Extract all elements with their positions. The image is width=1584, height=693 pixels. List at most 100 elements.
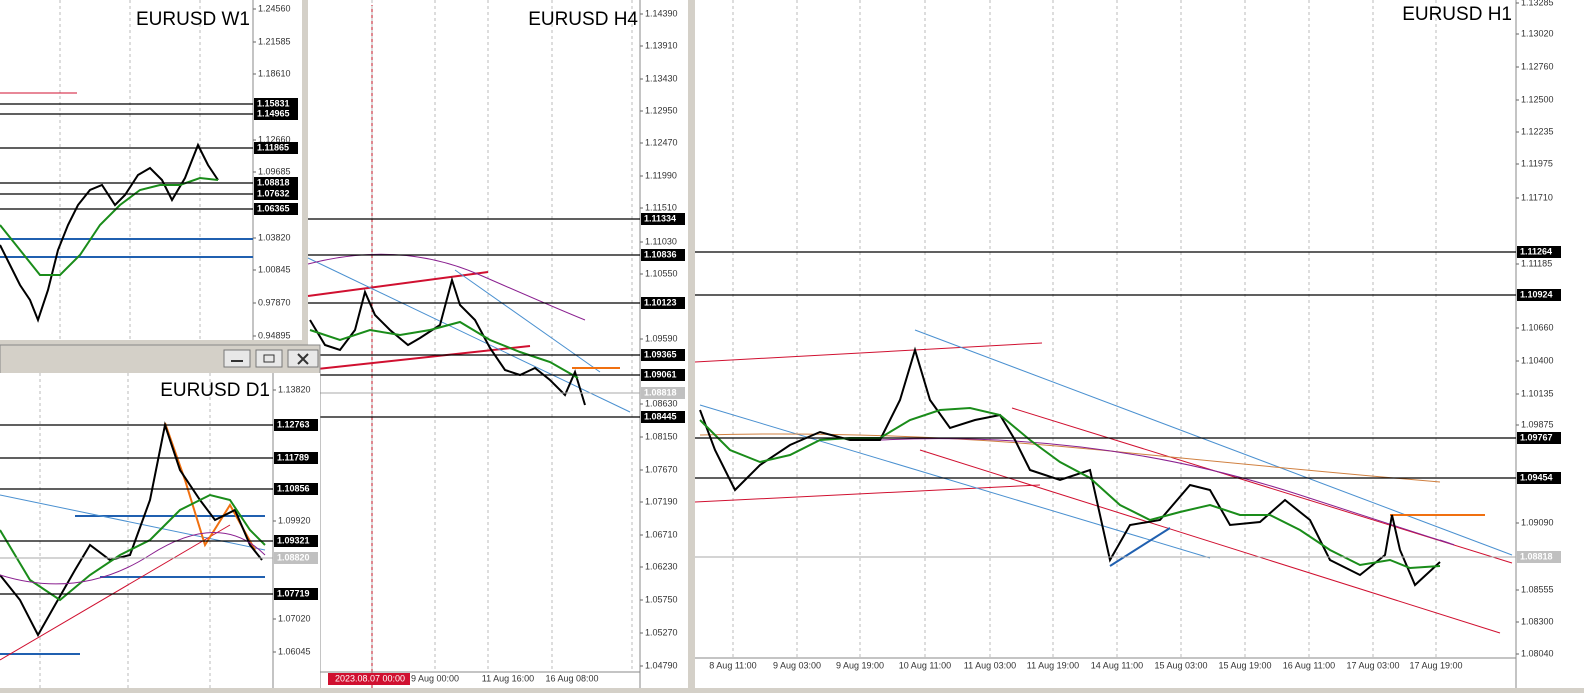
level-label: 1.09365 <box>644 349 677 359</box>
time-label: 15 Aug 19:00 <box>1218 660 1271 670</box>
h4-panel: EURUSD H4 1.14390 1.13910 1.13430 1.12950 1.… <box>307 0 688 688</box>
time-tag <box>328 673 410 685</box>
h1-trend <box>914 329 1513 556</box>
time-label: 16 Aug 11:00 <box>1283 660 1335 670</box>
level-tag <box>254 188 298 200</box>
h1-channel <box>694 342 1043 363</box>
price-axis-label: 1.09090 <box>1521 517 1554 527</box>
h1-channel <box>694 484 1041 503</box>
price-axis-label: 1.11975 <box>1521 158 1553 168</box>
h4-price-trace <box>309 276 586 406</box>
price-axis-label: 1.18610 <box>258 68 291 78</box>
price-axis-label: 1.13285 <box>1521 0 1554 7</box>
price-axis-label: 1.10400 <box>1521 355 1554 365</box>
price-axis-label: 1.12660 <box>258 134 291 144</box>
price-axis-label: 1.11185 <box>1521 258 1552 268</box>
level-tag <box>641 249 685 261</box>
minimize-button[interactable] <box>223 349 251 368</box>
level-tag <box>274 588 318 600</box>
price-axis-label: 1.11030 <box>645 236 677 246</box>
w1-panel: EURUSD W1 1.245601.215851.186101.126601.… <box>0 0 302 340</box>
w1-ma <box>0 176 219 276</box>
level-label: 1.10836 <box>644 249 677 259</box>
time-label: 9 Aug 19:00 <box>836 660 884 670</box>
price-axis-label: 1.09875 <box>1521 419 1554 429</box>
level-tag <box>1517 432 1561 444</box>
price-axis-label: 1.04790 <box>645 660 678 670</box>
price-axis-label: 1.13820 <box>278 384 311 394</box>
level-label: 1.09321 <box>277 535 310 545</box>
price-axis-label: 1.13430 <box>645 73 678 83</box>
price-axis-label: 0.97870 <box>258 297 291 307</box>
maximize-button[interactable] <box>255 349 283 368</box>
h1-panel: EURUSD H1 1.13285 1.13020 1.12760 1.12500 1.… <box>694 0 1584 688</box>
price-axis-label: 1.07190 <box>645 496 678 506</box>
price-axis-label: 1.13910 <box>645 40 678 50</box>
level-tag <box>1517 246 1561 258</box>
level-label: 1.08445 <box>644 411 677 421</box>
level-label: 1.09061 <box>644 369 677 379</box>
level-label: 1.08818 <box>644 387 677 397</box>
level-tag <box>254 203 298 215</box>
price-axis-label: 1.12950 <box>645 105 678 115</box>
time-label: 17 Aug 03:00 <box>1346 660 1399 670</box>
h1-trend <box>1109 527 1171 567</box>
price-axis-label: 1.03820 <box>258 232 291 242</box>
level-tag <box>641 297 685 309</box>
price-axis-label: 1.10660 <box>1521 322 1554 332</box>
price-axis-label: 1.12500 <box>1521 94 1554 104</box>
price-axis-label: 1.07020 <box>278 613 311 623</box>
level-label: 1.06365 <box>257 203 290 213</box>
d1-price-trace <box>0 421 263 638</box>
price-axis-label: 1.05270 <box>645 627 678 637</box>
price-axis-label: 1.21585 <box>258 36 291 46</box>
time-label: 9 Aug 03:00 <box>773 660 821 670</box>
level-label: 1.10123 <box>644 297 677 307</box>
price-axis-label: 1.07670 <box>645 464 678 474</box>
level-tag <box>1517 472 1561 484</box>
level-label: 1.09454 <box>1520 472 1553 482</box>
price-axis-label: 1.08555 <box>1521 584 1554 594</box>
time-label: 10 Aug 11:00 <box>899 660 951 670</box>
price-axis-label: 1.06230 <box>645 561 678 571</box>
price-axis-label: 1.10550 <box>645 268 678 278</box>
level-tag <box>641 411 685 423</box>
price-axis-label: 1.12470 <box>645 137 678 147</box>
price-axis-label: 1.08040 <box>1521 648 1554 658</box>
d1-ma <box>0 493 266 602</box>
price-axis-label: 1.05750 <box>645 594 678 604</box>
level-tag <box>274 419 318 431</box>
level-tag <box>641 213 685 225</box>
price-axis-label: 1.09920 <box>278 515 311 525</box>
time-label: 8 Aug 11:00 <box>709 660 756 670</box>
time-label: 16 Aug 08:00 <box>545 673 598 683</box>
level-label: 1.12763 <box>277 419 310 429</box>
level-tag <box>274 535 318 547</box>
level-label: 1.08818 <box>257 177 290 187</box>
level-label: 1.10924 <box>1520 289 1553 299</box>
time-label: 11 Aug 03:00 <box>964 660 1016 670</box>
level-tag <box>641 387 685 399</box>
price-axis-label: 1.08300 <box>1521 616 1554 626</box>
h1-ma <box>699 406 1441 570</box>
time-label: 9 Aug 00:00 <box>411 673 459 683</box>
level-tag <box>274 552 318 564</box>
price-axis-label: 1.06045 <box>278 646 311 656</box>
level-tag <box>254 142 298 154</box>
level-label: 1.07719 <box>277 588 310 598</box>
d1-title: EURUSD D1 <box>160 380 270 401</box>
level-label: 1.11334 <box>644 213 676 223</box>
price-axis-label: 1.09590 <box>645 333 678 343</box>
h1-title: EURUSD H1 <box>1402 4 1512 25</box>
level-label: 1.11789 <box>277 452 309 462</box>
level-label: 1.07632 <box>257 188 290 198</box>
price-axis-label: 1.09685 <box>258 166 291 176</box>
price-axis-label: 1.00845 <box>258 264 291 274</box>
price-axis-label: 1.08150 <box>645 431 678 441</box>
price-axis-label: 1.11510 <box>645 202 677 212</box>
icon <box>263 354 275 363</box>
d1-trend <box>0 524 231 661</box>
level-label: 1.09767 <box>1520 432 1553 442</box>
level-label: 1.14965 <box>257 108 290 118</box>
h1-ma-long <box>699 433 1441 483</box>
